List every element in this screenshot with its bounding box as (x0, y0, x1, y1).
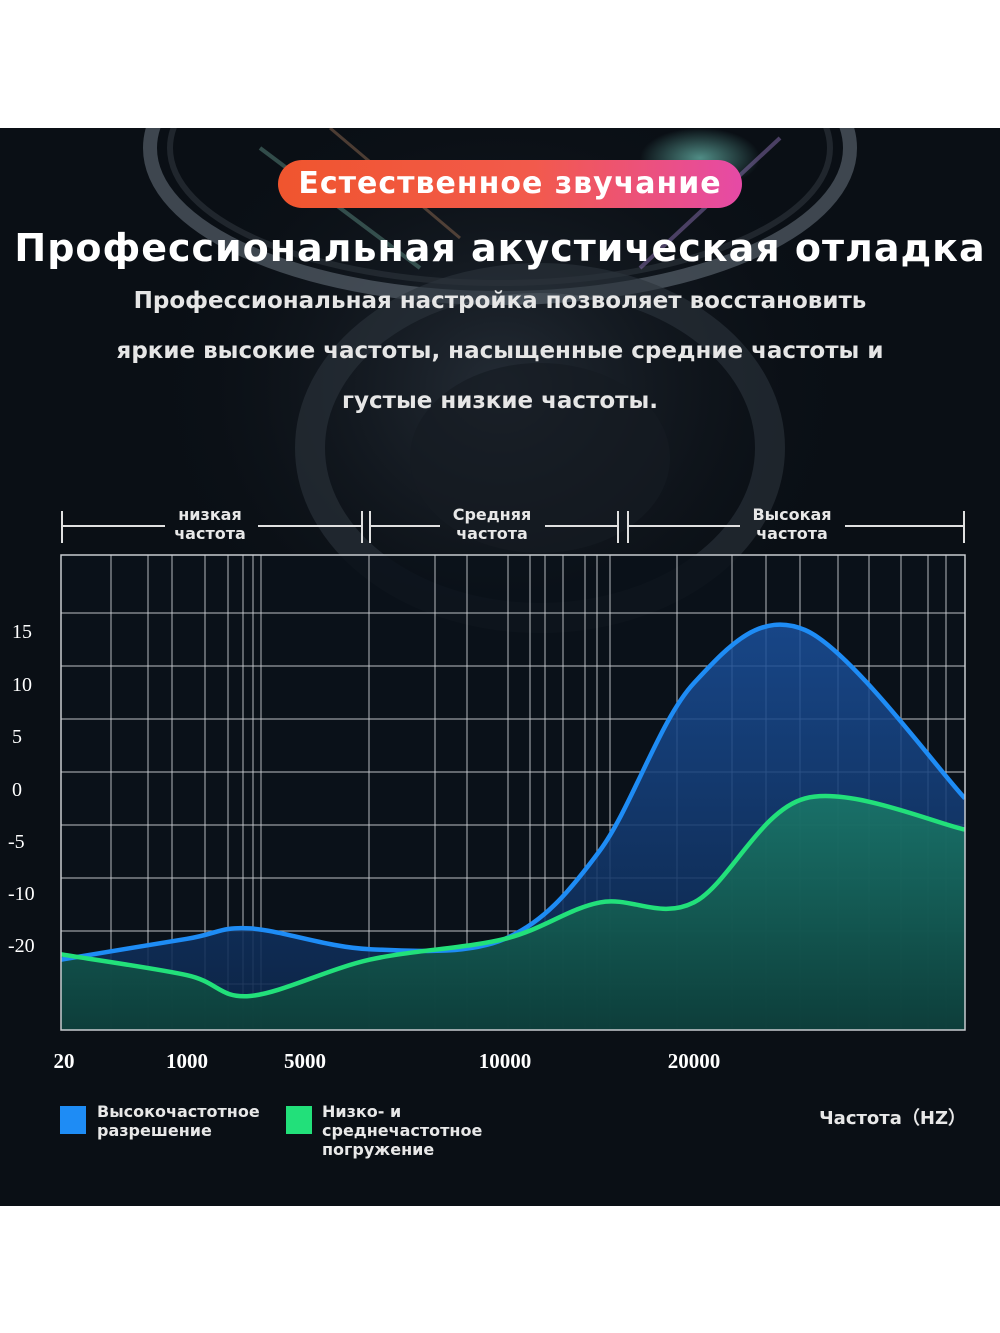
x-axis-unit-label: Частота（HZ） (819, 1108, 966, 1129)
y-tick-label: -20 (8, 935, 35, 957)
frequency-response-chart: низкая частота Средняя частота Высокая ч… (8, 505, 966, 1073)
legend-label-lowmid: Низко- и среднечастотное погружение (322, 1102, 483, 1159)
x-tick-label: 10000 (479, 1049, 532, 1073)
subtitle-line-3: густые низкие частоты. (341, 388, 659, 414)
y-tick-label: -5 (8, 831, 25, 853)
subtitle-line-2: яркие высокие частоты, насыщенные средни… (116, 338, 884, 364)
band-label-mid-1: Средняя (453, 505, 532, 524)
product-banner: Естественное звучание Профессиональная а… (0, 128, 1000, 1206)
y-tick-label: 0 (12, 779, 22, 801)
legend-label-high: Высокочастотное разрешение (97, 1102, 260, 1140)
series-line-lowmid (61, 793, 965, 999)
y-tick-label: -10 (8, 883, 35, 905)
x-axis-ticks: 20 1000 5000 10000 20000 (54, 1049, 721, 1073)
x-tick-label: 1000 (166, 1049, 208, 1073)
x-tick-label: 5000 (284, 1049, 326, 1073)
legend-swatch-lowmid (286, 1106, 312, 1134)
y-axis-ticks: 15 10 5 0 -5 -10 -20 (8, 621, 35, 957)
band-label-mid-2: частота (456, 524, 528, 543)
subtitle-line-1: Профессиональная настройка позволяет вос… (133, 288, 867, 314)
legend-swatch-high (60, 1106, 86, 1134)
plot-border (60, 554, 966, 1031)
series-line-high (61, 622, 965, 962)
y-tick-label: 10 (12, 674, 32, 696)
x-tick-label: 20 (54, 1049, 75, 1073)
band-bracket-low (61, 511, 363, 543)
x-tick-label: 20000 (668, 1049, 721, 1073)
headline: Профессиональная акустическая отладка (14, 226, 986, 270)
y-tick-label: 5 (12, 726, 22, 748)
band-label-low-1: низкая (178, 505, 242, 524)
y-tick-label: 15 (12, 621, 32, 643)
feature-badge: Естественное звучание (278, 160, 742, 208)
band-bracket-mid (369, 511, 619, 543)
band-label-low-2: частота (174, 524, 246, 543)
series-area-lowmid (61, 796, 965, 1030)
band-label-high-1: Высокая (752, 505, 831, 524)
band-bracket-high (627, 511, 965, 543)
band-label-high-2: частота (756, 524, 828, 543)
